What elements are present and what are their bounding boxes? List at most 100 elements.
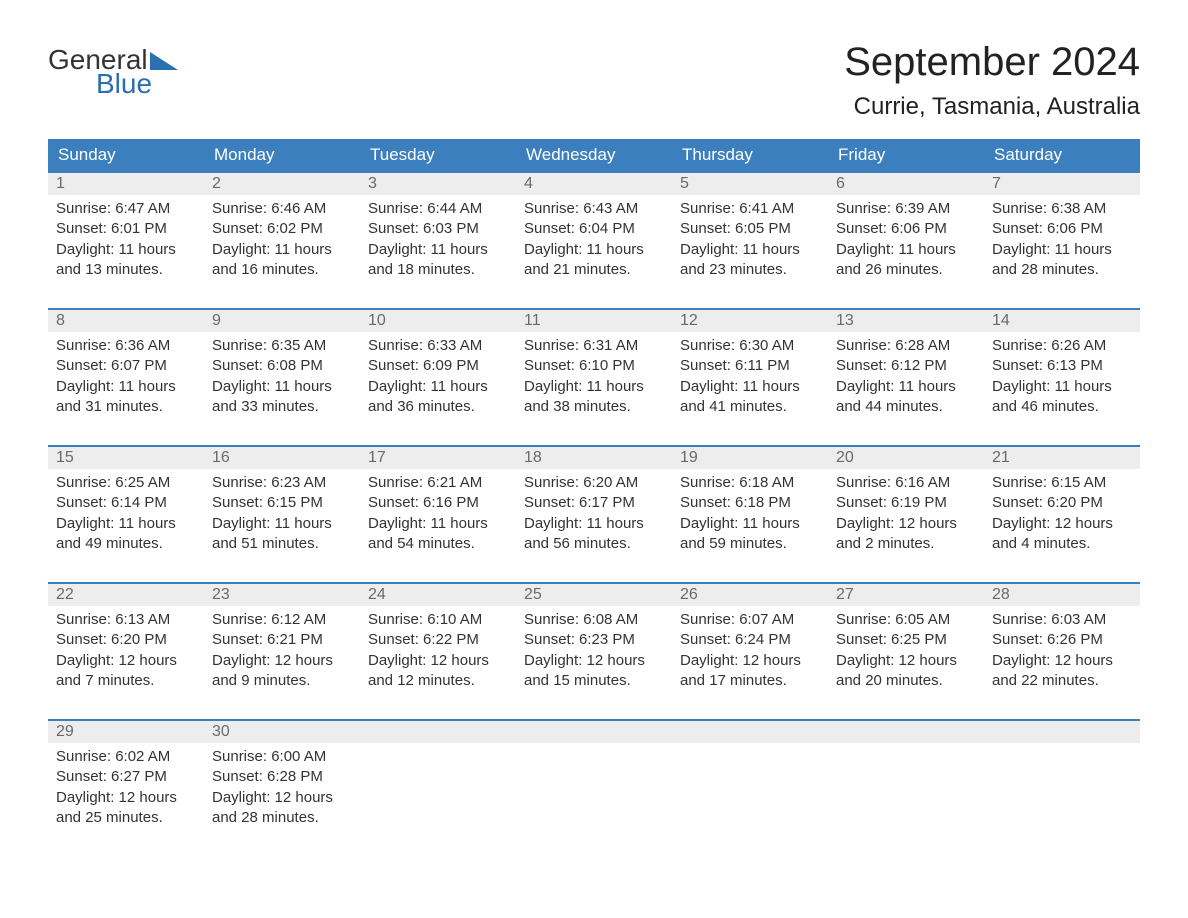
day-number: 8 (48, 308, 204, 332)
day-number: 10 (360, 308, 516, 332)
sunset-text: Sunset: 6:06 PM (836, 219, 976, 239)
day-details: Sunrise: 6:38 AMSunset: 6:06 PMDaylight:… (984, 195, 1140, 286)
day-number: 12 (672, 308, 828, 332)
sunrise-text: Sunrise: 6:16 AM (836, 473, 976, 493)
day-details: Sunrise: 6:12 AMSunset: 6:21 PMDaylight:… (204, 606, 360, 697)
day-number: . (828, 719, 984, 743)
day-cell: 8Sunrise: 6:36 AMSunset: 6:07 PMDaylight… (48, 308, 204, 423)
day-number: 30 (204, 719, 360, 743)
day-cell: 6Sunrise: 6:39 AMSunset: 6:06 PMDaylight… (828, 171, 984, 286)
daylight-text: Daylight: 12 hours and 20 minutes. (836, 651, 976, 692)
weekday-header: Saturday (984, 139, 1140, 171)
sunset-text: Sunset: 6:18 PM (680, 493, 820, 513)
day-cell: . (516, 719, 672, 834)
sunset-text: Sunset: 6:04 PM (524, 219, 664, 239)
day-details: Sunrise: 6:18 AMSunset: 6:18 PMDaylight:… (672, 469, 828, 560)
sunrise-text: Sunrise: 6:46 AM (212, 199, 352, 219)
sunrise-text: Sunrise: 6:26 AM (992, 336, 1132, 356)
day-details: Sunrise: 6:35 AMSunset: 6:08 PMDaylight:… (204, 332, 360, 423)
sunset-text: Sunset: 6:25 PM (836, 630, 976, 650)
weekday-header: Thursday (672, 139, 828, 171)
day-details (984, 743, 1140, 753)
day-cell: 7Sunrise: 6:38 AMSunset: 6:06 PMDaylight… (984, 171, 1140, 286)
day-cell: 13Sunrise: 6:28 AMSunset: 6:12 PMDayligh… (828, 308, 984, 423)
day-cell: . (360, 719, 516, 834)
sunrise-text: Sunrise: 6:44 AM (368, 199, 508, 219)
sunset-text: Sunset: 6:22 PM (368, 630, 508, 650)
calendar-body: 1Sunrise: 6:47 AMSunset: 6:01 PMDaylight… (48, 171, 1140, 834)
sunrise-text: Sunrise: 6:38 AM (992, 199, 1132, 219)
day-number: 25 (516, 582, 672, 606)
sunrise-text: Sunrise: 6:47 AM (56, 199, 196, 219)
daylight-text: Daylight: 11 hours and 51 minutes. (212, 514, 352, 555)
day-cell: 12Sunrise: 6:30 AMSunset: 6:11 PMDayligh… (672, 308, 828, 423)
sunset-text: Sunset: 6:20 PM (992, 493, 1132, 513)
day-details: Sunrise: 6:30 AMSunset: 6:11 PMDaylight:… (672, 332, 828, 423)
sunset-text: Sunset: 6:09 PM (368, 356, 508, 376)
day-details: Sunrise: 6:05 AMSunset: 6:25 PMDaylight:… (828, 606, 984, 697)
sunset-text: Sunset: 6:03 PM (368, 219, 508, 239)
sunrise-text: Sunrise: 6:33 AM (368, 336, 508, 356)
daylight-text: Daylight: 11 hours and 36 minutes. (368, 377, 508, 418)
day-details: Sunrise: 6:00 AMSunset: 6:28 PMDaylight:… (204, 743, 360, 834)
day-number: 2 (204, 171, 360, 195)
sunrise-text: Sunrise: 6:39 AM (836, 199, 976, 219)
day-cell: 3Sunrise: 6:44 AMSunset: 6:03 PMDaylight… (360, 171, 516, 286)
day-number: 11 (516, 308, 672, 332)
page-header: General Blue September 2024 Currie, Tasm… (48, 40, 1140, 121)
sunrise-text: Sunrise: 6:31 AM (524, 336, 664, 356)
daylight-text: Daylight: 12 hours and 2 minutes. (836, 514, 976, 555)
day-details: Sunrise: 6:28 AMSunset: 6:12 PMDaylight:… (828, 332, 984, 423)
sunset-text: Sunset: 6:27 PM (56, 767, 196, 787)
sunrise-text: Sunrise: 6:43 AM (524, 199, 664, 219)
daylight-text: Daylight: 11 hours and 59 minutes. (680, 514, 820, 555)
daylight-text: Daylight: 11 hours and 44 minutes. (836, 377, 976, 418)
daylight-text: Daylight: 12 hours and 25 minutes. (56, 788, 196, 829)
day-details: Sunrise: 6:26 AMSunset: 6:13 PMDaylight:… (984, 332, 1140, 423)
day-details: Sunrise: 6:13 AMSunset: 6:20 PMDaylight:… (48, 606, 204, 697)
sunrise-text: Sunrise: 6:23 AM (212, 473, 352, 493)
day-details: Sunrise: 6:23 AMSunset: 6:15 PMDaylight:… (204, 469, 360, 560)
sunrise-text: Sunrise: 6:03 AM (992, 610, 1132, 630)
sunrise-text: Sunrise: 6:15 AM (992, 473, 1132, 493)
day-number: 5 (672, 171, 828, 195)
weekday-header: Sunday (48, 139, 204, 171)
sunset-text: Sunset: 6:01 PM (56, 219, 196, 239)
day-details: Sunrise: 6:08 AMSunset: 6:23 PMDaylight:… (516, 606, 672, 697)
calendar-header-row: Sunday Monday Tuesday Wednesday Thursday… (48, 139, 1140, 171)
day-cell: 10 Sunrise: 6:33 AMSunset: 6:09 PMDayligh… (360, 308, 516, 423)
day-details: Sunrise: 6:02 AMSunset: 6:27 PMDaylight:… (48, 743, 204, 834)
daylight-text: Daylight: 11 hours and 38 minutes. (524, 377, 664, 418)
day-number: 28 (984, 582, 1140, 606)
sunset-text: Sunset: 6:28 PM (212, 767, 352, 787)
calendar-week: 15Sunrise: 6:25 AMSunset: 6:14 PMDayligh… (48, 445, 1140, 560)
day-cell: . (984, 719, 1140, 834)
day-details: Sunrise: 6:20 AMSunset: 6:17 PMDaylight:… (516, 469, 672, 560)
day-number: 7 (984, 171, 1140, 195)
sunrise-text: Sunrise: 6:21 AM (368, 473, 508, 493)
daylight-text: Daylight: 12 hours and 28 minutes. (212, 788, 352, 829)
calendar: Sunday Monday Tuesday Wednesday Thursday… (48, 139, 1140, 834)
day-cell: 27Sunrise: 6:05 AMSunset: 6:25 PMDayligh… (828, 582, 984, 697)
sunrise-text: Sunrise: 6:00 AM (212, 747, 352, 767)
day-details (360, 743, 516, 753)
sunrise-text: Sunrise: 6:35 AM (212, 336, 352, 356)
day-number: 22 (48, 582, 204, 606)
day-cell: 21Sunrise: 6:15 AMSunset: 6:20 PMDayligh… (984, 445, 1140, 560)
sunset-text: Sunset: 6:11 PM (680, 356, 820, 376)
daylight-text: Daylight: 11 hours and 56 minutes. (524, 514, 664, 555)
sunset-text: Sunset: 6:15 PM (212, 493, 352, 513)
day-cell: 25Sunrise: 6:08 AMSunset: 6:23 PMDayligh… (516, 582, 672, 697)
sunrise-text: Sunrise: 6:10 AM (368, 610, 508, 630)
day-cell: 2Sunrise: 6:46 AMSunset: 6:02 PMDaylight… (204, 171, 360, 286)
day-cell: 24Sunrise: 6:10 AMSunset: 6:22 PMDayligh… (360, 582, 516, 697)
day-cell: 20Sunrise: 6:16 AMSunset: 6:19 PMDayligh… (828, 445, 984, 560)
sunset-text: Sunset: 6:26 PM (992, 630, 1132, 650)
day-cell: 23Sunrise: 6:12 AMSunset: 6:21 PMDayligh… (204, 582, 360, 697)
day-number: 13 (828, 308, 984, 332)
sunset-text: Sunset: 6:23 PM (524, 630, 664, 650)
day-details: Sunrise: 6:36 AMSunset: 6:07 PMDaylight:… (48, 332, 204, 423)
sunrise-text: Sunrise: 6:13 AM (56, 610, 196, 630)
weekday-header: Wednesday (516, 139, 672, 171)
calendar-week: 22Sunrise: 6:13 AMSunset: 6:20 PMDayligh… (48, 582, 1140, 697)
